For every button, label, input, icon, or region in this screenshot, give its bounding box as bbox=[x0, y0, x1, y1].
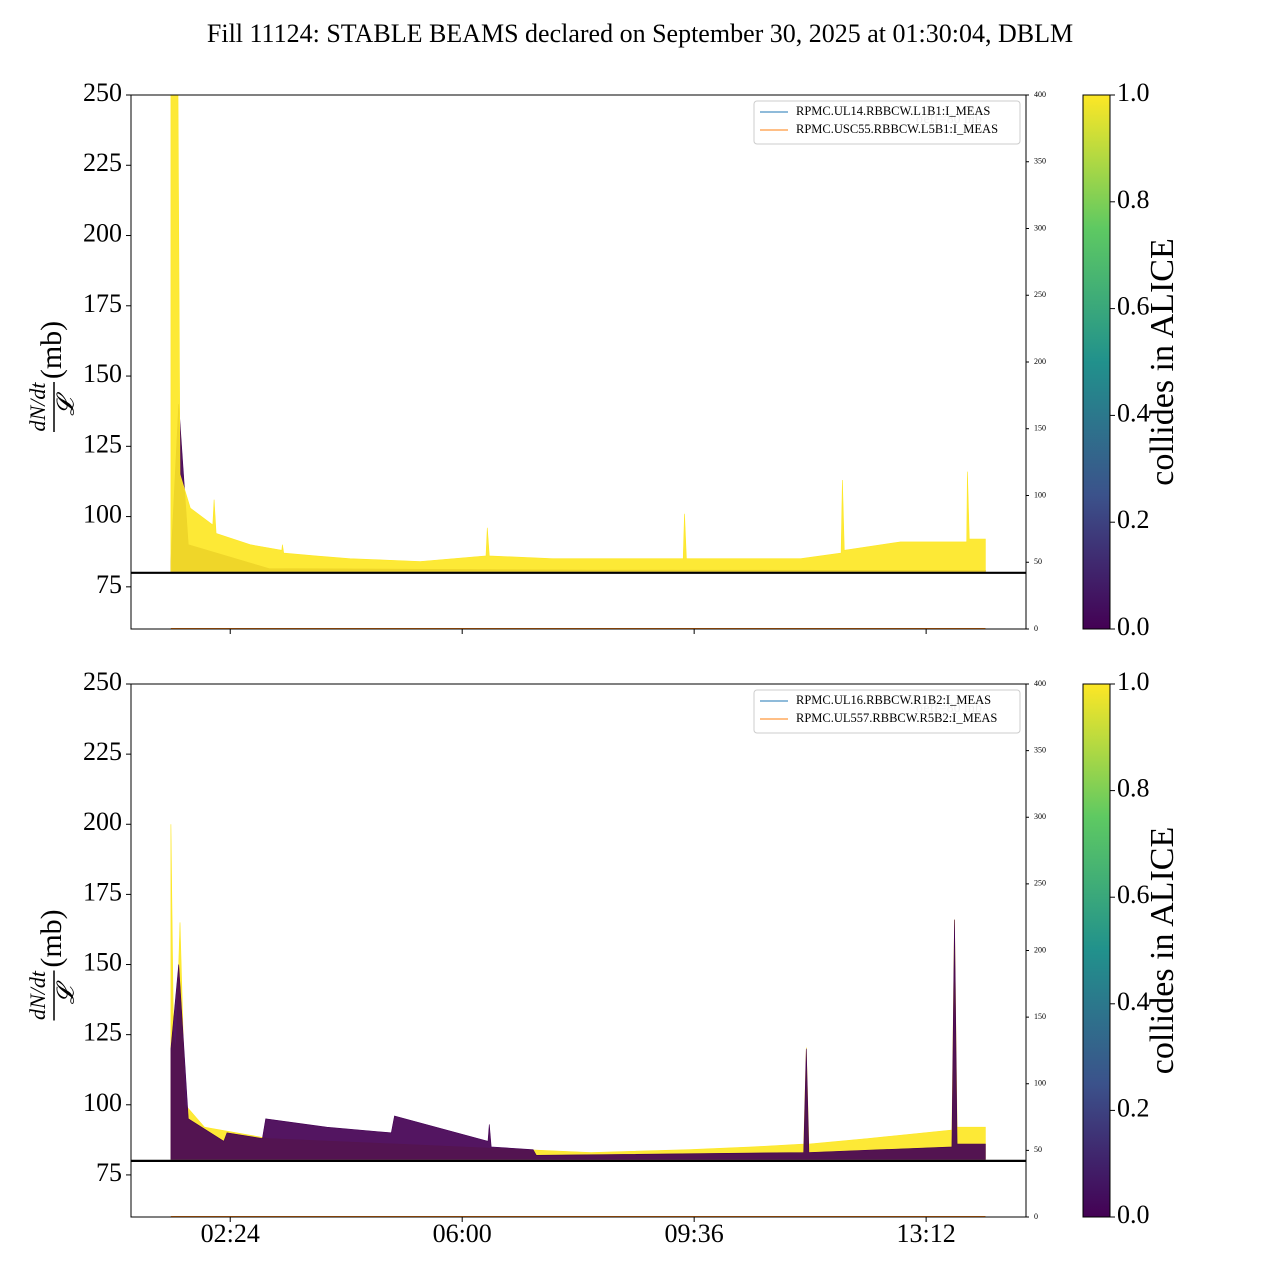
y-axis-label: dN/dt 𝓛 (mb) bbox=[25, 321, 80, 432]
bunch-band bbox=[170, 404, 986, 572]
x-tick-label: 06:00 bbox=[433, 1219, 492, 1248]
y-tick-label: 100 bbox=[83, 1088, 122, 1117]
colorbar-tick-label: 0.2 bbox=[1117, 505, 1150, 534]
y-label-denominator: 𝓛 bbox=[54, 392, 80, 416]
y2-tick-label: 0 bbox=[1034, 1212, 1038, 1221]
colorbar-tick-label: 1.0 bbox=[1117, 78, 1150, 107]
colorbar-tick-label: 0.4 bbox=[1117, 398, 1150, 427]
y2-tick-label: 150 bbox=[1034, 424, 1046, 433]
y-axis-label: dN/dt 𝓛 (mb) bbox=[25, 909, 80, 1021]
x-tick-label: 09:36 bbox=[665, 1219, 724, 1248]
y-tick-label: 200 bbox=[83, 218, 122, 247]
colorbar-tick-label: 0.0 bbox=[1117, 1200, 1150, 1229]
y-tick-label: 225 bbox=[83, 737, 122, 766]
y-tick-label: 250 bbox=[83, 667, 122, 696]
colorbar-tick-label: 0.6 bbox=[1117, 880, 1150, 909]
legend-label: RPMC.USC55.RBBCW.L5B1:I_MEAS bbox=[796, 122, 998, 136]
bunch-band bbox=[170, 919, 986, 1160]
colorbar bbox=[1082, 94, 1111, 630]
legend-label: RPMC.UL14.RBBCW.L1B1:I_MEAS bbox=[796, 104, 990, 118]
y2-tick-label: 0 bbox=[1034, 624, 1038, 633]
y-tick-label: 175 bbox=[83, 289, 122, 318]
y2-tick-label: 400 bbox=[1034, 679, 1046, 688]
legend-box bbox=[753, 689, 1021, 734]
y2-tick-label: 250 bbox=[1034, 290, 1046, 299]
y-tick-label: 125 bbox=[83, 1018, 122, 1047]
y2-tick-label: 100 bbox=[1034, 490, 1046, 499]
colorbar-tick-label: 0.4 bbox=[1117, 987, 1150, 1016]
y-label-unit: (mb) bbox=[35, 909, 68, 967]
colorbar-tick-label: 0.0 bbox=[1117, 612, 1150, 641]
colorbar-label: collides in ALICE bbox=[1144, 238, 1181, 485]
colorbar-tick-label: 0.8 bbox=[1117, 185, 1150, 214]
x-tick-label: 02:24 bbox=[201, 1219, 260, 1248]
plot-area bbox=[170, 95, 986, 629]
y2-tick-label: 200 bbox=[1034, 357, 1046, 366]
y-tick-label: 75 bbox=[96, 570, 122, 599]
y-tick-label: 225 bbox=[83, 148, 122, 177]
y2-tick-label: 150 bbox=[1034, 1012, 1046, 1021]
y2-tick-label: 50 bbox=[1034, 557, 1042, 566]
y-tick-label: 175 bbox=[83, 877, 122, 906]
colorbar-tick-label: 0.6 bbox=[1117, 292, 1150, 321]
colorbar-label: collides in ALICE bbox=[1144, 827, 1181, 1074]
legend-label: RPMC.UL557.RBBCW.R5B2:I_MEAS bbox=[796, 711, 997, 725]
y2-tick-label: 350 bbox=[1034, 157, 1046, 166]
y2-tick-label: 100 bbox=[1034, 1079, 1046, 1088]
y2-tick-label: 350 bbox=[1034, 745, 1046, 754]
figure-title: Fill 11124: STABLE BEAMS declared on Sep… bbox=[207, 19, 1073, 48]
y-label-denominator: 𝓛 bbox=[54, 980, 80, 1004]
bunch-band bbox=[170, 824, 986, 1160]
colorbar-tick-label: 1.0 bbox=[1117, 667, 1150, 696]
y-label-unit: (mb) bbox=[35, 321, 68, 379]
y-tick-label: 150 bbox=[83, 359, 122, 388]
y2-tick-label: 400 bbox=[1034, 90, 1046, 99]
colorbar-tick-label: 0.2 bbox=[1117, 1093, 1150, 1122]
bunch-band bbox=[170, 95, 986, 572]
x-tick-label: 13:12 bbox=[897, 1219, 956, 1248]
y2-tick-label: 200 bbox=[1034, 945, 1046, 954]
y-label-numerator: dN/dt bbox=[25, 970, 50, 1020]
y-tick-label: 150 bbox=[83, 947, 122, 976]
legend-label: RPMC.UL16.RBBCW.R1B2:I_MEAS bbox=[796, 693, 991, 707]
y-tick-label: 125 bbox=[83, 429, 122, 458]
colorbar-tick-label: 0.8 bbox=[1117, 774, 1150, 803]
y-tick-label: 75 bbox=[96, 1158, 122, 1187]
y2-tick-label: 300 bbox=[1034, 812, 1046, 821]
y-tick-label: 250 bbox=[83, 78, 122, 107]
legend-box bbox=[753, 100, 1021, 145]
y-tick-label: 200 bbox=[83, 807, 122, 836]
y2-tick-label: 250 bbox=[1034, 879, 1046, 888]
y2-tick-label: 50 bbox=[1034, 1145, 1042, 1154]
y2-tick-label: 300 bbox=[1034, 223, 1046, 232]
y-label-numerator: dN/dt bbox=[25, 382, 50, 432]
y-tick-label: 100 bbox=[83, 500, 122, 529]
colorbar bbox=[1082, 683, 1111, 1218]
plot-area bbox=[170, 824, 986, 1217]
